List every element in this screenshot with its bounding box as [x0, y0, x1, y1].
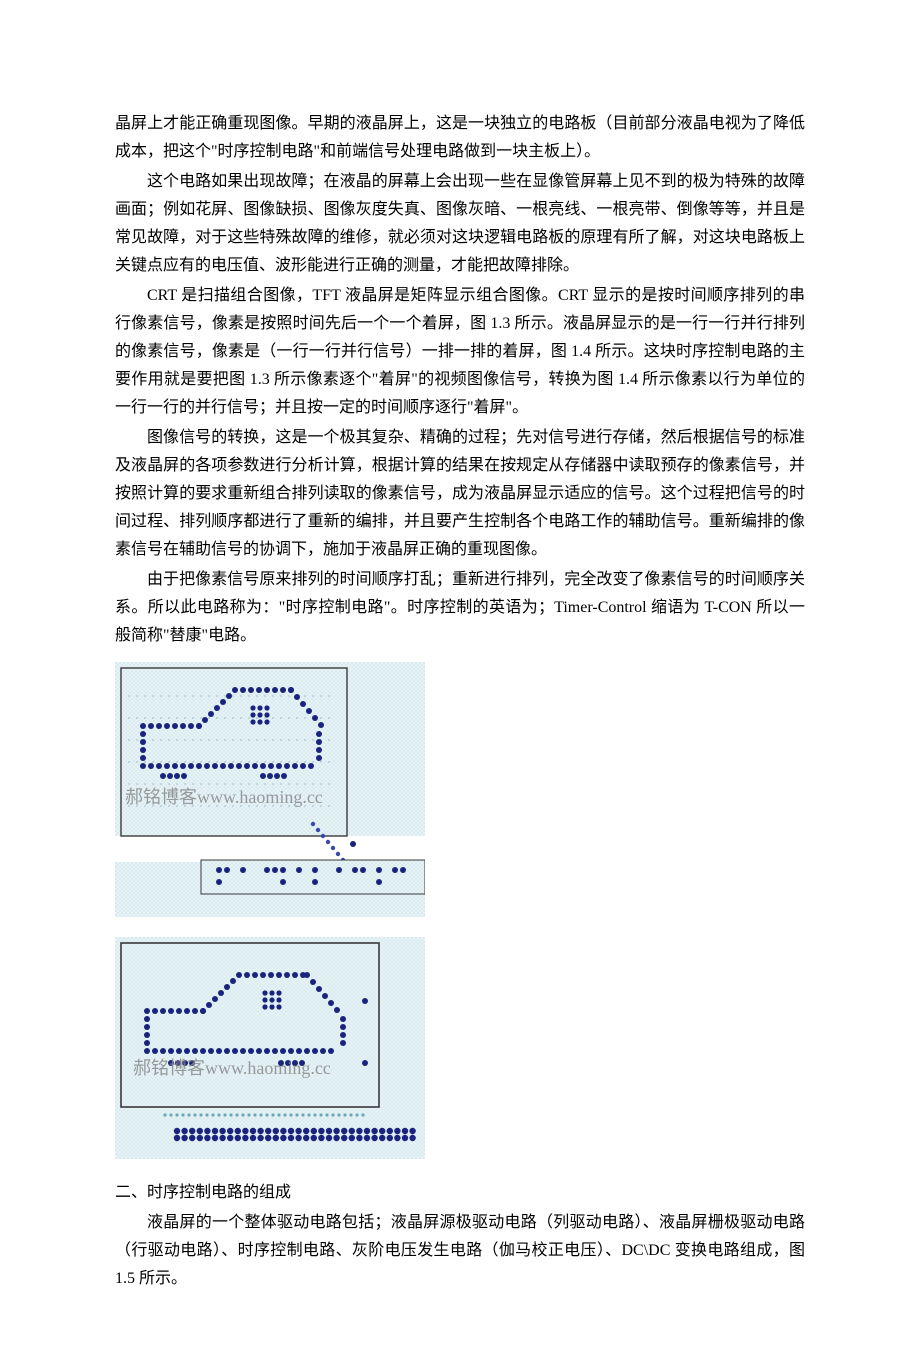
section-heading-2: 二、时序控制电路的组成	[115, 1179, 805, 1207]
figure-1-3: 郝铭博客www.haoming.cc	[115, 662, 805, 917]
document-page: 晶屏上才能正确重现图像。早期的液晶屏上，这是一块独立的电路板（目前部分液晶电视为…	[0, 0, 920, 1355]
figure-1-4: 郝铭博客www.haoming.cc	[115, 937, 805, 1159]
paragraph-6: 液晶屏的一个整体驱动电路包括；液晶屏源极驱动电路（列驱动电路）、液晶屏栅极驱动电…	[115, 1209, 805, 1293]
paragraph-3: CRT 是扫描组合图像，TFT 液晶屏是矩阵显示组合图像。CRT 显示的是按时间…	[115, 282, 805, 422]
paragraph-2: 这个电路如果出现故障；在液晶的屏幕上会出现一些在显像管屏幕上见不到的极为特殊的故…	[115, 168, 805, 280]
paragraph-5: 由于把像素信号原来排列的时间顺序打乱；重新进行排列，完全改变了像素信号的时间顺序…	[115, 566, 805, 650]
paragraph-1: 晶屏上才能正确重现图像。早期的液晶屏上，这是一块独立的电路板（目前部分液晶电视为…	[115, 110, 805, 166]
paragraph-4: 图像信号的转换，这是一个极其复杂、精确的过程；先对信号进行存储，然后根据信号的标…	[115, 424, 805, 564]
